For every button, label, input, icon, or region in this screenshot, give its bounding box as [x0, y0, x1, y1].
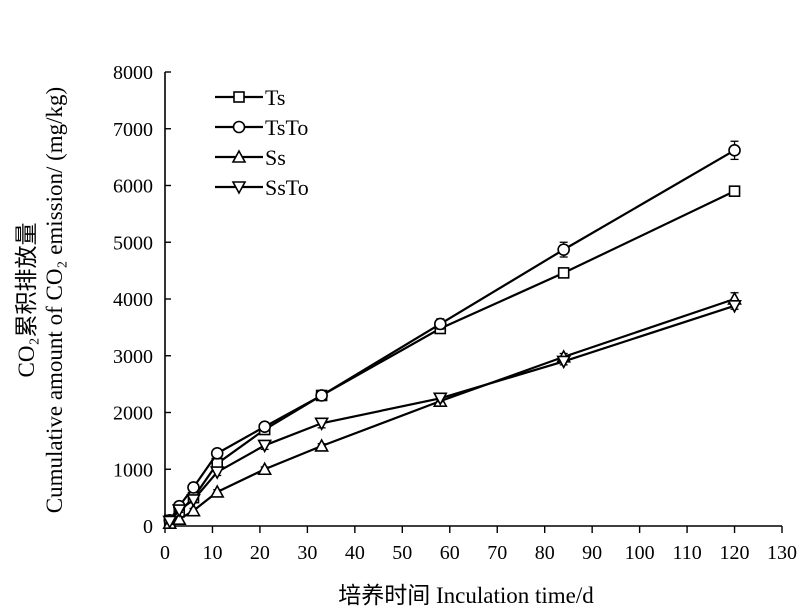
- data-point-ssto: [727, 300, 742, 314]
- y-tick-label: 0: [143, 516, 153, 538]
- x-tick-label: 60: [440, 542, 460, 564]
- data-point-tsto: [210, 447, 224, 460]
- data-point-ss: [257, 461, 273, 476]
- x-tick-label: 30: [297, 542, 317, 564]
- x-tick-label: 110: [672, 542, 701, 564]
- x-tick-label: 70: [487, 542, 507, 564]
- legend-marker: [231, 181, 247, 195]
- legend-item-ssto: SsTo: [215, 175, 309, 200]
- data-point-tsto: [728, 144, 741, 157]
- data-point-tsto: [433, 317, 447, 331]
- data-point-ssto: [432, 392, 448, 406]
- series-ts: [163, 185, 741, 527]
- legend-label: TsTo: [265, 115, 308, 140]
- data-point-ssto: [209, 466, 225, 480]
- series-ss: [162, 291, 742, 529]
- data-point-tsto: [258, 420, 271, 433]
- x-tick-label: 80: [535, 542, 555, 564]
- data-point-ss: [186, 503, 201, 517]
- data-point-tsto: [315, 389, 328, 402]
- data-point-ssto: [556, 355, 572, 370]
- x-tick-label: 20: [250, 542, 270, 564]
- y-tick-label: 7000: [113, 119, 153, 141]
- x-axis-ticks: 0 10 20 30 40 50 60 70 80 90 100 110 120 130: [160, 526, 797, 564]
- data-point-tsto: [557, 243, 570, 256]
- y-axis-title-en: Cumulative amount of CO₂ emission/ (mg/k…: [42, 87, 67, 513]
- data-point-ssto: [314, 417, 329, 431]
- data-point-ss: [209, 484, 225, 498]
- x-tick-label: 0: [160, 542, 170, 564]
- series-line-ssto: [168, 304, 735, 523]
- x-tick-label: 10: [202, 542, 222, 564]
- series-line-ts: [169, 190, 736, 522]
- x-tick-label: 130: [767, 542, 797, 564]
- y-tick-label: 6000: [113, 176, 153, 198]
- legend-item-ts: Ts: [215, 85, 285, 110]
- legend: Ts TsTo Ss SsTo: [215, 85, 309, 200]
- data-point-ssto: [171, 504, 187, 518]
- axes: [164, 72, 782, 527]
- data-point-ts: [728, 185, 741, 197]
- series-ssto: [162, 300, 742, 530]
- data-point-tsto: [187, 481, 200, 494]
- legend-item-tsto: TsTo: [215, 115, 308, 140]
- x-tick-label: 120: [720, 542, 750, 564]
- y-tick-label: 3000: [113, 346, 153, 368]
- x-axis-title: 培养时间 Inculation time/d: [338, 583, 594, 608]
- y-tick-label: 4000: [113, 289, 153, 311]
- legend-label: Ts: [265, 85, 285, 110]
- x-tick-label: 90: [582, 542, 602, 564]
- data-point-ssto: [257, 439, 273, 454]
- y-tick-label: 1000: [113, 459, 153, 481]
- x-tick-label: 50: [392, 542, 412, 564]
- y-tick-label: 5000: [113, 232, 153, 254]
- legend-label: Ss: [265, 145, 286, 170]
- legend-label: SsTo: [265, 175, 309, 200]
- data-point-ssto: [162, 515, 178, 530]
- y-tick-label: 8000: [113, 62, 153, 84]
- data-point-ts: [557, 267, 570, 279]
- y-axis-title-cn: CO₂累积排放量: [14, 223, 39, 378]
- series-group: [162, 140, 742, 530]
- data-point-ssto: [186, 494, 201, 508]
- legend-marker: [233, 91, 245, 103]
- series-line-tsto: [168, 149, 736, 521]
- y-tick-label: 2000: [113, 403, 153, 425]
- series-tsto: [163, 140, 741, 527]
- data-point-ss: [171, 511, 187, 525]
- data-point-ss: [314, 438, 329, 452]
- legend-item-ss: Ss: [215, 145, 286, 170]
- legend-marker: [232, 120, 246, 134]
- y-axis-ticks: 0 1000 2000 3000 4000 5000 6000 7000 8000: [113, 62, 171, 538]
- legend-marker: [231, 149, 247, 163]
- x-tick-label: 100: [625, 542, 655, 564]
- x-tick-label: 40: [345, 542, 365, 564]
